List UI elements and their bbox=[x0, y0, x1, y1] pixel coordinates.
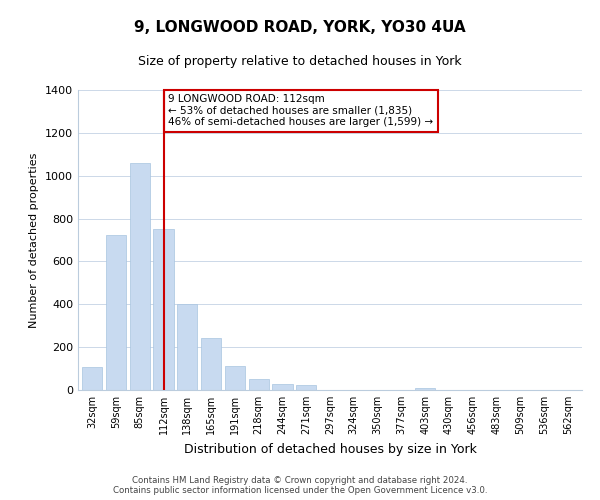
Bar bbox=[415, 388, 435, 390]
Bar bbox=[106, 236, 126, 390]
Y-axis label: Number of detached properties: Number of detached properties bbox=[29, 152, 40, 328]
Bar bbox=[225, 366, 245, 390]
Text: 9 LONGWOOD ROAD: 112sqm
← 53% of detached houses are smaller (1,835)
46% of semi: 9 LONGWOOD ROAD: 112sqm ← 53% of detache… bbox=[169, 94, 433, 128]
Bar bbox=[201, 338, 221, 390]
Bar bbox=[177, 304, 197, 390]
Bar bbox=[272, 384, 293, 390]
Text: Size of property relative to detached houses in York: Size of property relative to detached ho… bbox=[138, 55, 462, 68]
Bar bbox=[130, 164, 150, 390]
Text: 9, LONGWOOD ROAD, YORK, YO30 4UA: 9, LONGWOOD ROAD, YORK, YO30 4UA bbox=[134, 20, 466, 35]
X-axis label: Distribution of detached houses by size in York: Distribution of detached houses by size … bbox=[184, 442, 476, 456]
Bar bbox=[82, 367, 103, 390]
Bar bbox=[154, 230, 173, 390]
Bar bbox=[296, 386, 316, 390]
Text: Contains HM Land Registry data © Crown copyright and database right 2024.
Contai: Contains HM Land Registry data © Crown c… bbox=[113, 476, 487, 495]
Bar bbox=[248, 380, 269, 390]
